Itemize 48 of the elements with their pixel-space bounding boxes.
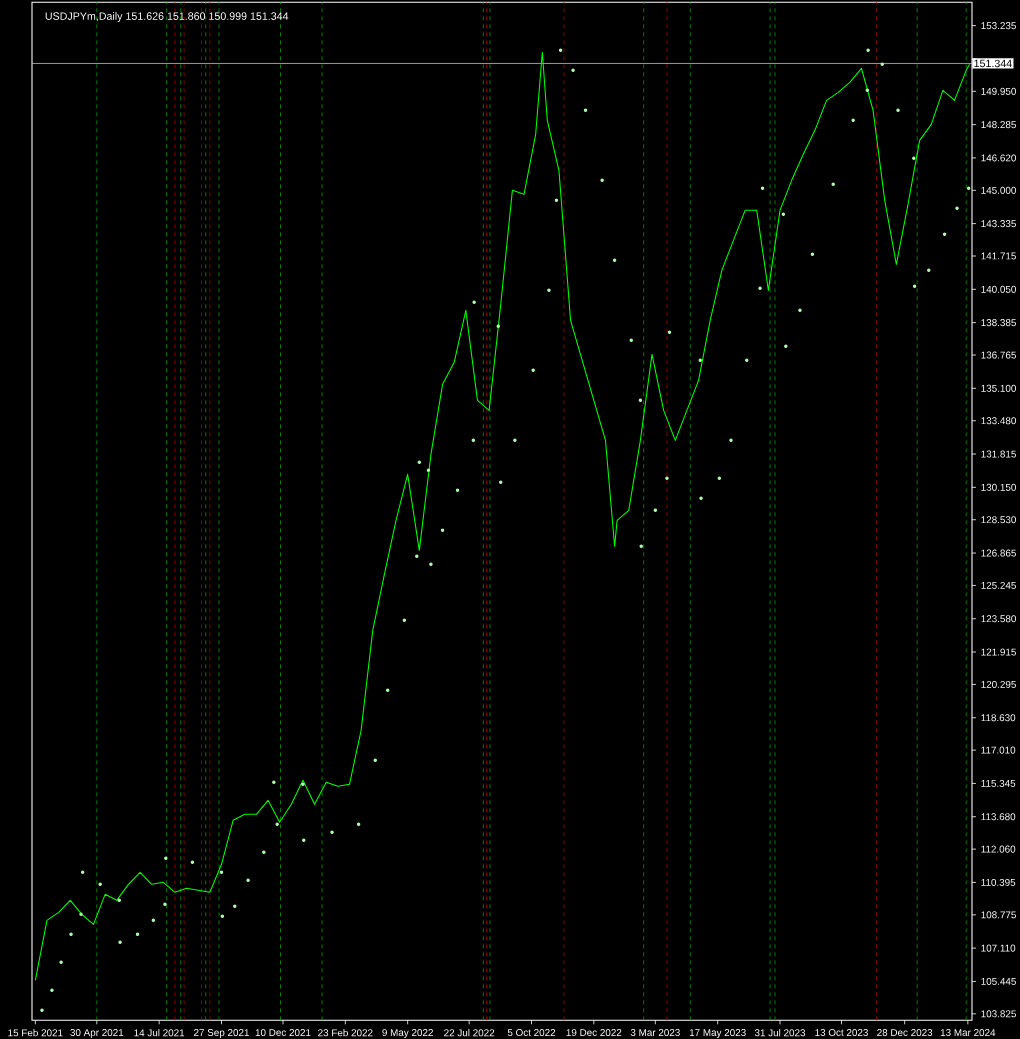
x-tick-label: 27 Sep 2021 (194, 1029, 249, 1038)
y-tick-label: 143.335 (981, 220, 1016, 228)
x-tick-label: 13 Mar 2024 (940, 1029, 996, 1037)
y-tick-label: 153.235 (981, 22, 1016, 30)
y-tick-label: 149.950 (981, 87, 1016, 95)
x-tick-label: 13 Oct 2023 (815, 1029, 868, 1037)
y-tick-label: 133.480 (981, 417, 1016, 425)
y-tick-label: 125.245 (981, 581, 1016, 589)
y-tick-label: 121.915 (981, 648, 1016, 656)
y-tick-label: 136.765 (981, 351, 1016, 359)
x-tick-label: 5 Oct 2022 (507, 1029, 556, 1037)
y-tick-label: 112.060 (981, 845, 1016, 853)
y-tick-label: 146.620 (981, 154, 1016, 162)
x-tick-label: 3 Mar 2023 (630, 1029, 680, 1037)
y-tick-label: 117.010 (981, 746, 1016, 754)
y-tick-label: 115.345 (981, 779, 1016, 787)
y-tick-label: 113.680 (981, 813, 1016, 821)
x-tick-label: 31 Jul 2023 (754, 1029, 806, 1037)
y-tick-label: 140.050 (981, 285, 1016, 293)
text: USDJPYm,Daily 151.626 151.860 150.999 151.344 (45, 12, 289, 23)
y-tick-label: 126.865 (981, 549, 1016, 557)
y-tick-label: 135.100 (981, 384, 1016, 392)
y-tick-label: 105.445 (981, 977, 1016, 985)
y-tick-label: 120.295 (981, 680, 1016, 688)
x-tick-label: 14 Jul 2021 (134, 1029, 185, 1037)
y-tick-label: 110.395 (981, 878, 1016, 886)
x-tick-label: 9 May 2022 (382, 1029, 433, 1038)
y-tick-label: 107.110 (981, 944, 1016, 952)
y-tick-label: 108.775 (981, 911, 1016, 919)
y-tick-label: 118.630 (981, 714, 1016, 722)
y-tick-label: 131.815 (981, 450, 1016, 458)
x-tick-label: 22 Jul 2022 (444, 1029, 495, 1037)
y-tick-label: 130.150 (981, 483, 1016, 491)
x-tick-label: 28 Dec 2023 (877, 1029, 933, 1037)
y-tick-label: 138.385 (981, 319, 1016, 327)
ref-line-label: 151.344 (974, 59, 1012, 68)
y-tick-label: 145.000 (981, 186, 1016, 194)
y-tick-label: 148.285 (981, 121, 1016, 129)
y-tick-label: 123.580 (981, 615, 1016, 623)
y-tick-label: 103.825 (981, 1010, 1016, 1018)
x-tick-label: 10 Dec 2021 (255, 1029, 311, 1037)
x-tick-label: 23 Feb 2022 (318, 1029, 373, 1037)
x-tick-label: 17 May 2023 (689, 1029, 746, 1038)
x-tick-label: 30 Apr 2021 (70, 1029, 124, 1038)
x-tick-label: 15 Feb 2021 (8, 1029, 63, 1037)
y-tick-label: 141.715 (981, 252, 1016, 260)
y-tick-label: 128.530 (981, 516, 1016, 524)
x-tick-label: 19 Dec 2022 (566, 1029, 622, 1037)
